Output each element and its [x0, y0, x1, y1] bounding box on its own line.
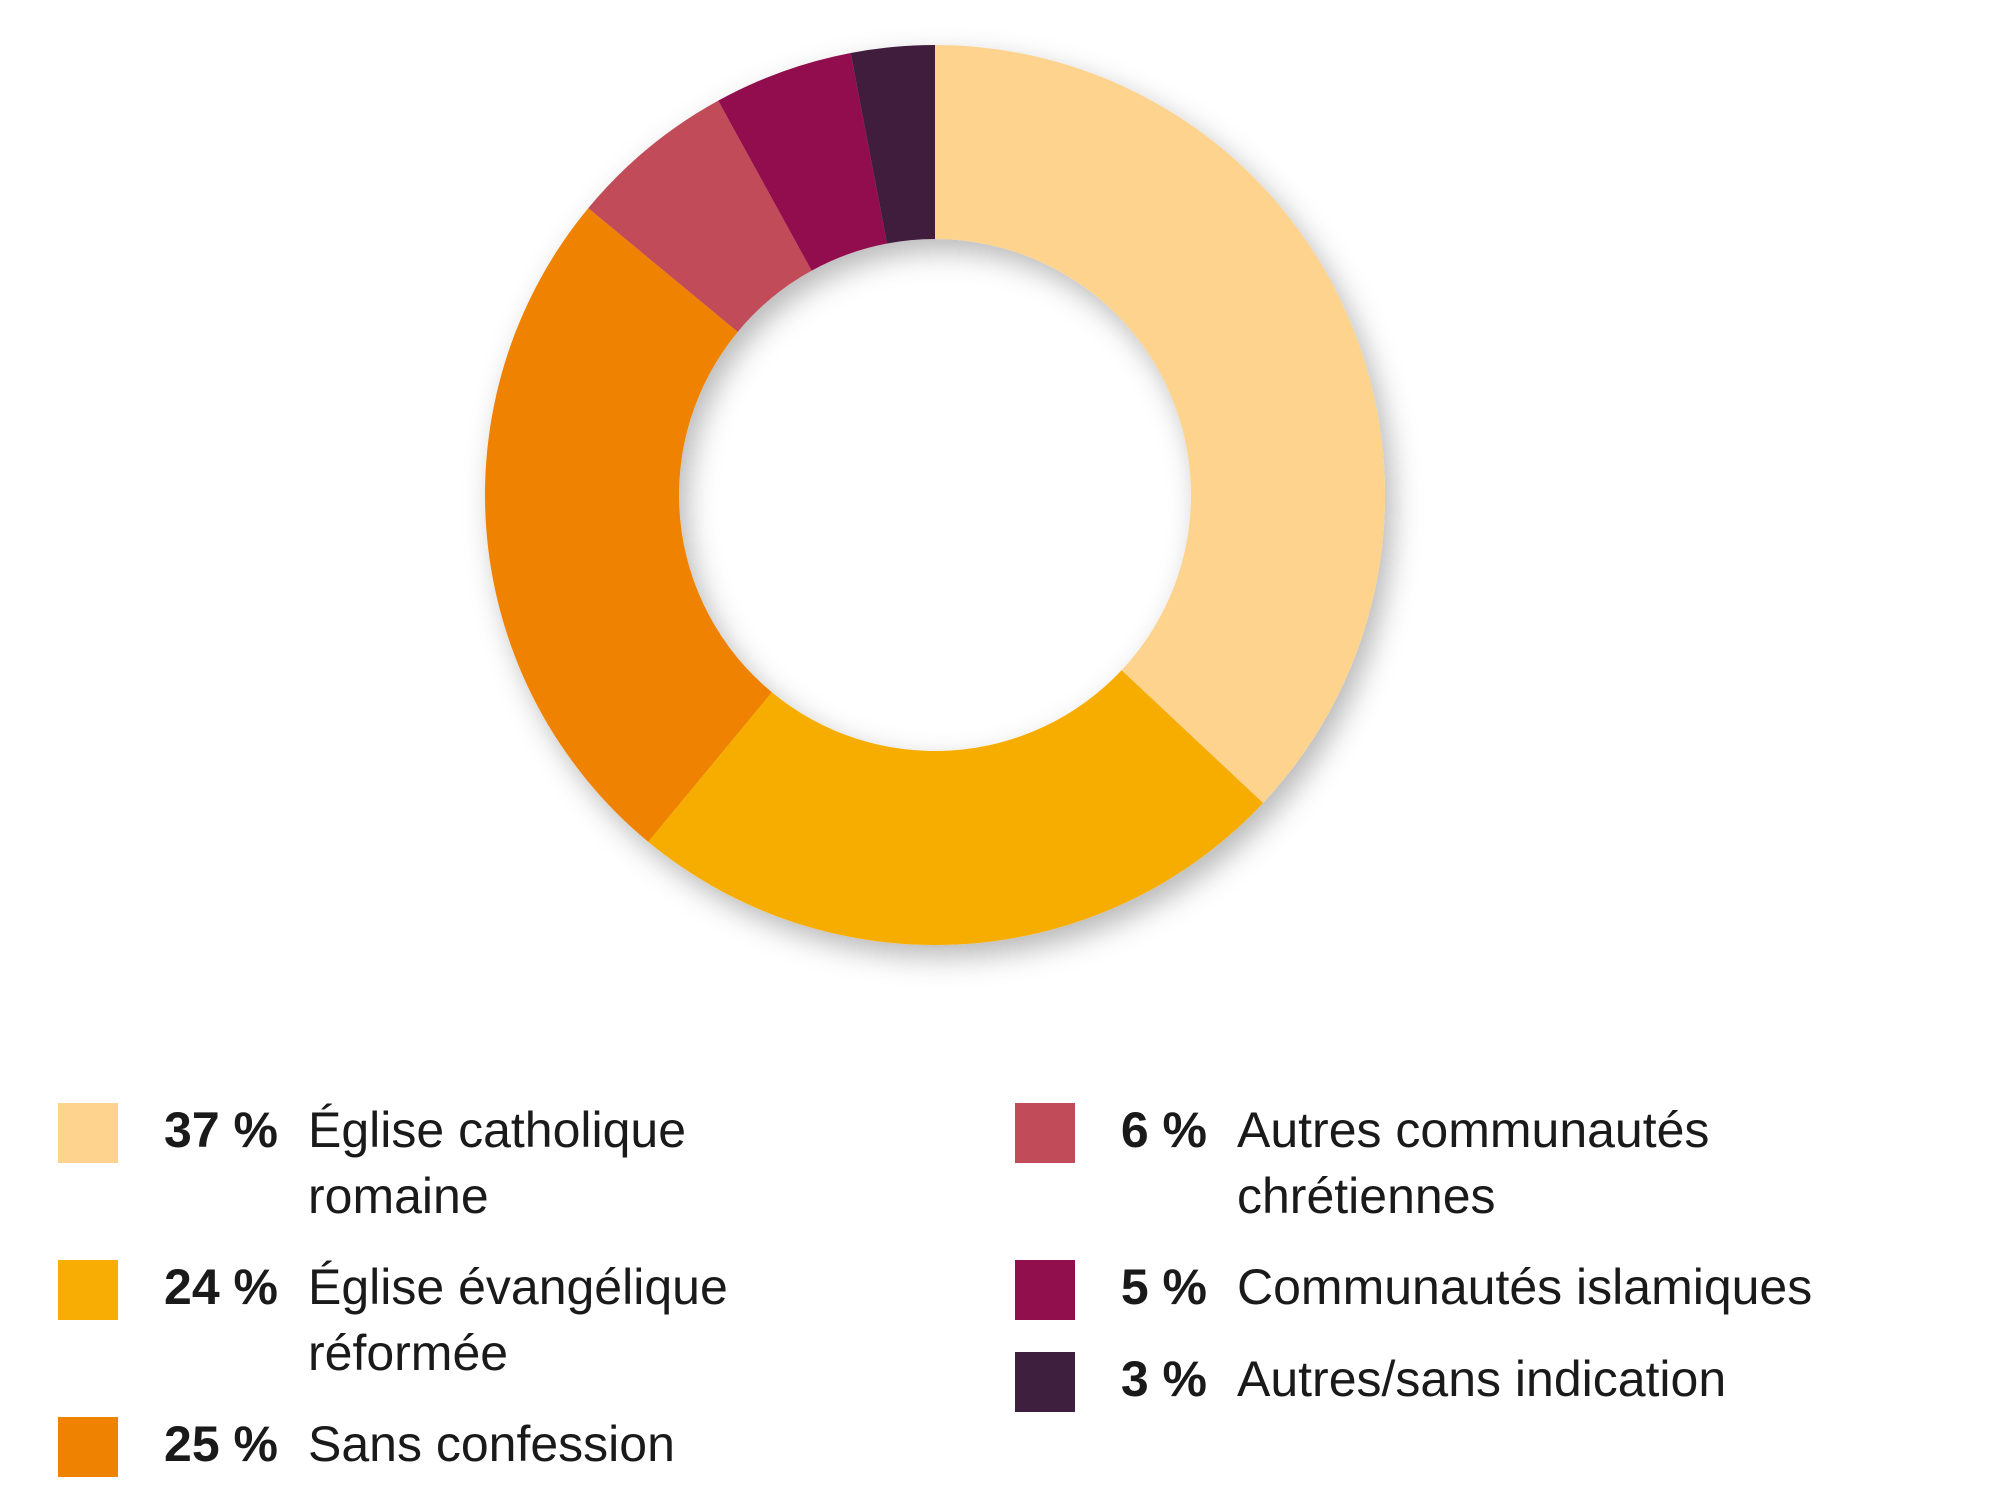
donut-slices [484, 45, 1385, 945]
legend-percent: 3 % [1120, 1351, 1207, 1407]
legend-percent: 25 % [164, 1416, 278, 1472]
legend-swatch [1015, 1352, 1075, 1412]
donut-slice-1 [648, 670, 1264, 945]
legend-label: Communautés islamiques [1237, 1259, 1813, 1315]
legend-item-islamiques: 5 % Communautés islamiques [1015, 1254, 1812, 1320]
legend-item-autres-sans-indication: 3 % Autres/sans indication [1015, 1346, 1726, 1412]
legend-percent: 24 % [164, 1259, 278, 1315]
legend-item-autres-chretiennes: 6 % Autres communautés chrétiennes [1015, 1097, 1709, 1229]
legend-label: Sans confession [308, 1416, 675, 1472]
legend-item-evangelique: 24 % Église évangélique réformée [58, 1254, 728, 1386]
donut-slice-5 [850, 45, 935, 244]
legend-swatch [58, 1260, 118, 1320]
legend-percent: 5 % [1120, 1259, 1207, 1315]
donut-chart [484, 45, 1385, 945]
legend-percent: 6 % [1120, 1102, 1207, 1158]
legend-swatch [1015, 1103, 1075, 1163]
legend-label: Autres communautés chrétiennes [1237, 1102, 1710, 1224]
donut-slice-3 [588, 100, 812, 332]
donut-slice-4 [718, 52, 888, 271]
legend-swatch [58, 1103, 118, 1163]
legend-swatch [1015, 1260, 1075, 1320]
legend-label: Église catholique romaine [308, 1102, 687, 1224]
legend-swatch [58, 1417, 118, 1477]
legend-percent: 37 % [164, 1102, 278, 1158]
legend-label: Autres/sans indication [1237, 1351, 1727, 1407]
donut-slice-2 [484, 208, 772, 842]
legend-item-sans-confession: 25 % Sans confession [58, 1411, 675, 1477]
donut-slice-0 [935, 45, 1385, 804]
legend-item-catholique: 37 % Église catholique romaine [58, 1097, 686, 1229]
legend-label: Église évangélique réformée [308, 1259, 728, 1381]
